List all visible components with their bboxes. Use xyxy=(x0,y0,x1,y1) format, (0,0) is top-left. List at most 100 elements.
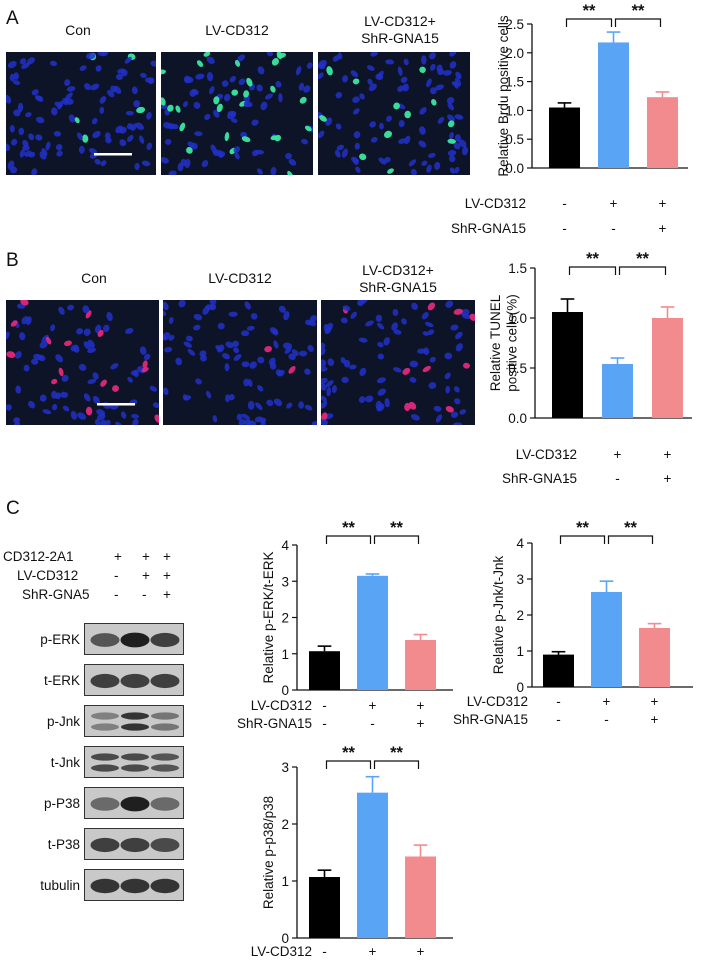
nucleus xyxy=(351,156,358,163)
nucleus xyxy=(377,388,386,396)
blot-band xyxy=(150,838,180,852)
significance-label: ** xyxy=(624,519,637,537)
nucleus xyxy=(175,357,183,366)
treatment-row-label: ShR-GNA15 xyxy=(453,712,528,727)
nucleus xyxy=(95,65,102,72)
western-blot: CD312-2A1 + + + LV-CD312 - + + ShR-GNA5 - - + p-ERK t… xyxy=(0,545,200,901)
nucleus xyxy=(212,415,218,423)
nucleus xyxy=(243,378,250,387)
treatment-mark: - xyxy=(370,962,375,964)
treatment-mark: + xyxy=(369,944,377,959)
nucleus xyxy=(326,322,334,331)
nucleus xyxy=(124,56,132,64)
stained-nucleus xyxy=(6,351,16,358)
nucleus xyxy=(209,300,217,305)
nucleus xyxy=(14,421,21,425)
nucleus xyxy=(403,58,409,66)
nucleus xyxy=(305,319,312,326)
stained-nucleus xyxy=(274,134,282,142)
nucleus xyxy=(221,80,229,87)
nucleus xyxy=(110,85,117,93)
nucleus xyxy=(110,363,119,370)
nucleus xyxy=(99,96,107,104)
nucleus xyxy=(161,157,169,164)
blot-condition-row: ShR-GNA5 - - + xyxy=(0,587,200,605)
stained-nucleus xyxy=(141,367,149,373)
nucleus xyxy=(230,118,238,123)
blot-band-label: t-ERK xyxy=(43,673,80,688)
stained-nucleus xyxy=(319,115,327,122)
nucleus xyxy=(100,419,107,425)
nucleus xyxy=(163,332,171,340)
nucleus xyxy=(134,163,140,170)
nucleus xyxy=(321,419,328,425)
nucleus xyxy=(350,311,357,319)
treatment-mark: - xyxy=(322,698,327,713)
nucleus xyxy=(255,402,263,411)
nucleus xyxy=(303,85,311,93)
nucleus xyxy=(369,121,377,128)
nucleus xyxy=(6,331,10,340)
nucleus xyxy=(433,405,442,412)
nucleus xyxy=(233,354,242,361)
blot-band xyxy=(151,753,179,761)
y-tick-label: 0.5 xyxy=(508,361,527,376)
y-tick-label: 4 xyxy=(281,538,289,553)
nucleus xyxy=(365,320,374,327)
nucleus xyxy=(422,331,430,336)
nucleus xyxy=(447,114,455,122)
nucleus xyxy=(273,340,279,349)
treatment-mark: - xyxy=(562,196,567,211)
nucleus xyxy=(453,142,461,150)
blot-band xyxy=(91,712,119,720)
nucleus xyxy=(404,135,411,145)
nucleus xyxy=(419,107,427,115)
bar-con xyxy=(309,651,340,690)
nucleus xyxy=(195,378,202,385)
nucleus xyxy=(41,148,48,156)
blot-strip xyxy=(84,869,184,901)
nucleus xyxy=(51,107,58,116)
nucleus xyxy=(421,160,428,166)
nucleus xyxy=(430,63,436,71)
nucleus xyxy=(191,88,199,95)
blot-band xyxy=(120,673,150,689)
blot-condition-mark: + xyxy=(163,549,171,564)
blot-band xyxy=(150,797,180,811)
nucleus xyxy=(193,324,201,331)
nucleus xyxy=(56,150,63,157)
stained-nucleus xyxy=(404,110,412,119)
stained-nucleus xyxy=(408,401,417,410)
blot-band xyxy=(90,673,120,689)
nucleus xyxy=(368,83,377,92)
nucleus xyxy=(260,101,268,111)
nucleus xyxy=(232,340,239,348)
nucleus xyxy=(449,167,456,174)
nucleus xyxy=(384,156,391,163)
nucleus xyxy=(31,89,39,96)
nucleus xyxy=(66,86,76,92)
nucleus xyxy=(49,60,58,67)
nucleus xyxy=(90,83,100,91)
nucleus xyxy=(35,116,45,124)
nucleus xyxy=(458,139,467,148)
bar-lv-cd312 xyxy=(602,364,633,418)
nucleus xyxy=(183,341,192,348)
nucleus xyxy=(215,345,223,351)
treatment-mark: - xyxy=(322,944,327,959)
blot-band xyxy=(120,632,150,648)
nucleus xyxy=(391,322,399,331)
y-axis-label: Relative p-ERK/t-ERK xyxy=(261,551,276,683)
stained-nucleus xyxy=(136,106,146,114)
nucleus xyxy=(449,61,457,69)
nucleus xyxy=(397,85,405,92)
nucleus xyxy=(15,351,22,359)
nucleus xyxy=(447,102,454,111)
stained-nucleus xyxy=(321,412,328,421)
treatment-row-label: ShR-GNA15 xyxy=(451,221,526,236)
nucleus xyxy=(454,77,462,87)
bar-con xyxy=(309,877,340,938)
nucleus xyxy=(266,52,274,57)
nucleus xyxy=(384,398,390,408)
stained-nucleus xyxy=(359,153,367,161)
